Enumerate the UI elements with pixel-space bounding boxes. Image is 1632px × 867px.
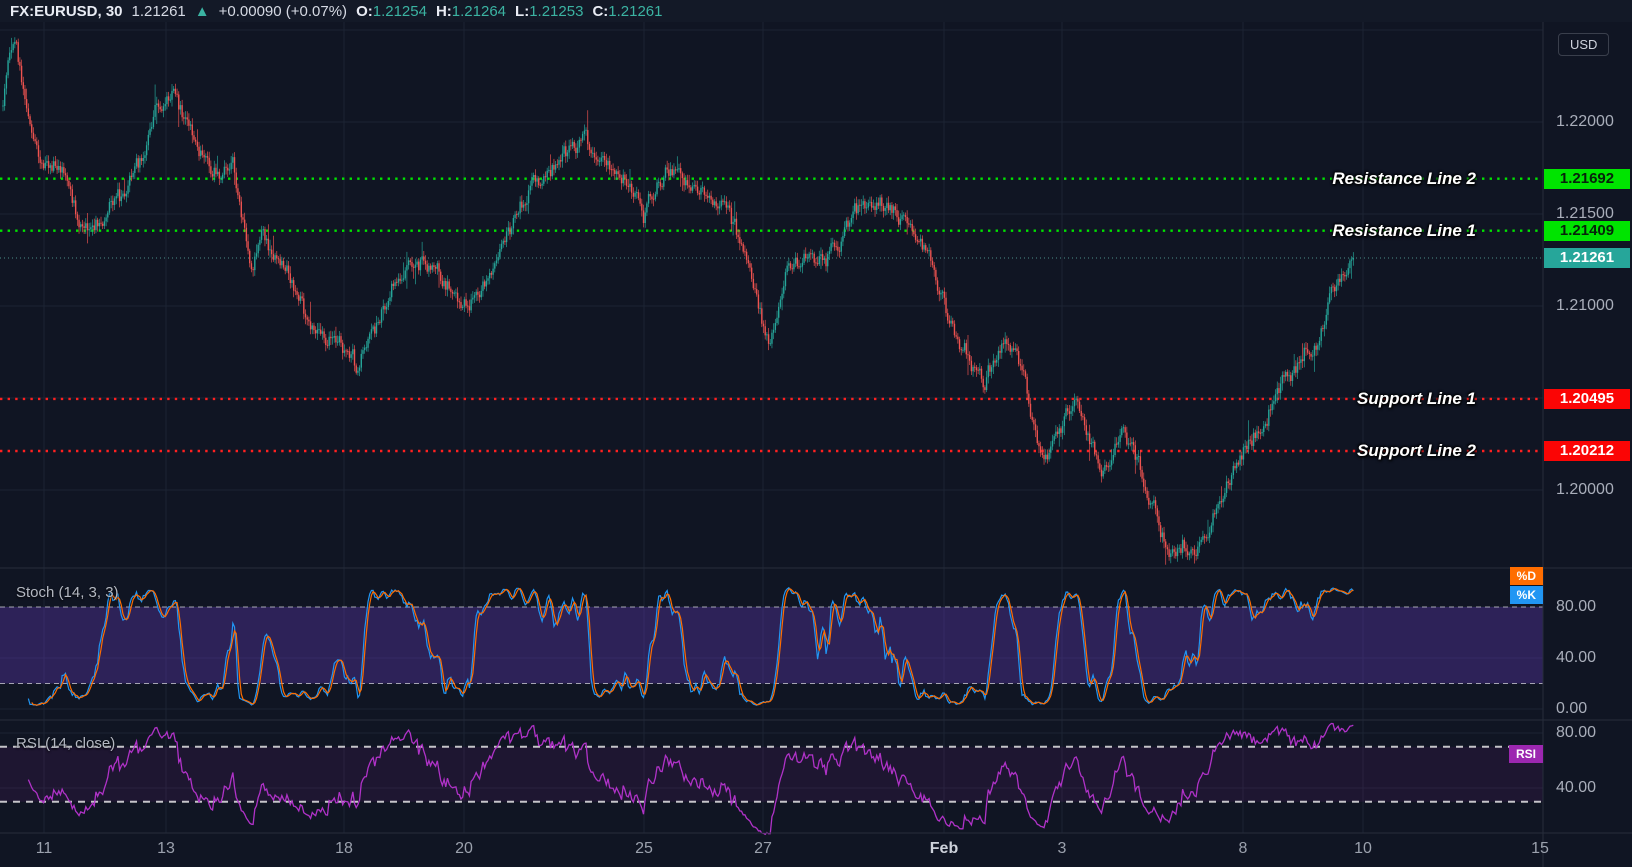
low-label: L: bbox=[515, 2, 530, 20]
price-tick-label: 1.22000 bbox=[1556, 113, 1614, 130]
stoch-badge-D: %D bbox=[1509, 567, 1543, 585]
last-price-axis-label: 1.21261 bbox=[1544, 247, 1630, 268]
last-price: 1.21261 bbox=[131, 2, 186, 20]
price-tick-label: 1.21500 bbox=[1556, 205, 1614, 222]
level-price-axis-label: 1.21692 bbox=[1544, 168, 1630, 189]
currency-usd-button[interactable]: USD bbox=[1558, 33, 1610, 56]
time-tick-label: 11 bbox=[35, 840, 53, 857]
low-value: 1.21253 bbox=[529, 2, 584, 20]
time-tick-label: 15 bbox=[1531, 840, 1549, 857]
level-price-axis-label: 1.21409 bbox=[1544, 220, 1630, 241]
stoch-tick-label: 80.00 bbox=[1556, 598, 1597, 615]
rsi-tick-label: 40.00 bbox=[1556, 779, 1597, 796]
rsi-badge: RSI bbox=[1508, 745, 1543, 763]
price-tick-label: 1.20000 bbox=[1556, 481, 1614, 498]
time-tick-label: 13 bbox=[157, 840, 175, 857]
rsi-indicator-title[interactable]: RSI (14, close) bbox=[16, 735, 116, 752]
time-tick-label: 8 bbox=[1238, 840, 1248, 857]
level-line-label[interactable]: Support Line 1 bbox=[1357, 388, 1476, 408]
price-change: +0.00090 (+0.07%) bbox=[218, 2, 348, 20]
up-arrow-icon: ▲ bbox=[194, 2, 210, 20]
level-line-label[interactable]: Support Line 2 bbox=[1357, 440, 1476, 460]
level-line-label[interactable]: Resistance Line 1 bbox=[1332, 220, 1476, 240]
time-tick-label: 3 bbox=[1057, 840, 1067, 857]
chart-legend: FX:EURUSD, 30 1.21261 ▲ +0.00090 (+0.07%… bbox=[0, 0, 1632, 22]
time-tick-label: Feb bbox=[929, 840, 959, 857]
level-price-axis-label: 1.20212 bbox=[1544, 440, 1630, 461]
open-value: 1.21254 bbox=[372, 2, 427, 20]
symbol-title[interactable]: FX:EURUSD, 30 bbox=[10, 2, 123, 20]
close-label: C: bbox=[592, 2, 609, 20]
open-label: O: bbox=[356, 2, 373, 20]
time-axis[interactable]: 11 13 18 20 25 27 Feb 3 8 10 15 bbox=[0, 833, 1632, 867]
time-tick-label: 10 bbox=[1354, 840, 1372, 857]
price-tick-label: 1.21000 bbox=[1556, 297, 1614, 314]
close-value: 1.21261 bbox=[608, 2, 663, 20]
stoch-indicator-title[interactable]: Stoch (14, 3, 3) bbox=[16, 584, 119, 601]
stoch-badge-K: %K bbox=[1509, 586, 1543, 604]
high-label: H: bbox=[435, 2, 452, 20]
stoch-tick-label: 0.00 bbox=[1556, 700, 1588, 717]
time-tick-label: 25 bbox=[635, 840, 653, 857]
time-tick-label: 18 bbox=[335, 840, 353, 857]
stoch-tick-label: 40.00 bbox=[1556, 649, 1597, 666]
level-line-label[interactable]: Resistance Line 2 bbox=[1332, 168, 1476, 188]
time-tick-label: 20 bbox=[455, 840, 473, 857]
level-price-axis-label: 1.20495 bbox=[1544, 388, 1630, 409]
rsi-tick-label: 80.00 bbox=[1556, 724, 1597, 741]
time-tick-label: 27 bbox=[754, 840, 772, 857]
high-value: 1.21264 bbox=[451, 2, 507, 20]
